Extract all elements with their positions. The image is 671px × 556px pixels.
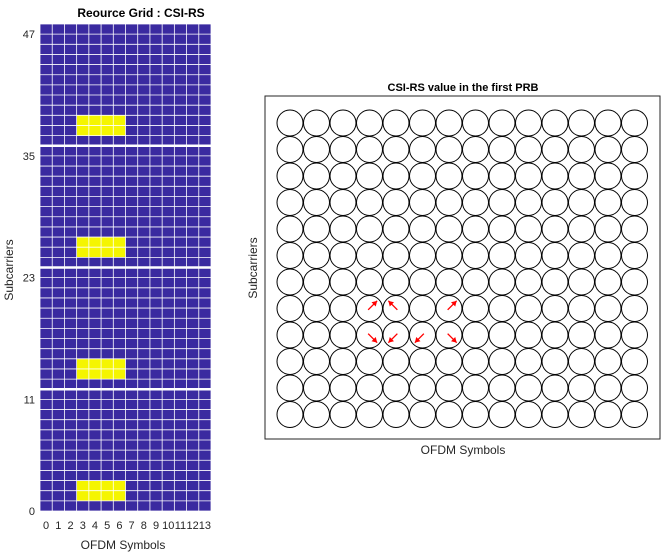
arrow-head [371,300,378,307]
resource-grid-y-tick: 35 [23,151,35,163]
csi-rs-cell [113,480,126,491]
csi-rs-cell [113,247,126,258]
csi-rs-cell [113,125,126,136]
first-prb-x-label: OFDM Symbols [421,443,506,457]
resource-grid-x-tick: 12 [187,520,199,532]
csi-rs-cell [101,490,114,501]
csi-rs-cell [76,358,89,369]
csi-rs-cell [101,115,114,126]
csi-rs-cell [101,480,114,491]
resource-grid-x-label: OFDM Symbols [81,538,166,552]
csi-rs-cell [88,247,102,258]
resource-grid-y-label: Subcarriers [2,239,16,300]
csi-rs-cell [76,368,89,380]
arrow-head [388,336,395,343]
csi-rs-arrow [387,333,398,344]
resource-grid-x-tick: 10 [162,520,174,532]
resource-grid-y-tick: 11 [24,394,35,406]
csi-rs-cell [88,125,102,136]
csi-rs-cell [88,358,102,369]
csi-rs-cell [101,237,114,248]
resource-grid-x-tick: 8 [141,520,147,532]
csi-rs-cell [113,115,126,126]
csi-rs-cell [76,247,89,258]
resource-grid-x-tick: 5 [104,520,110,532]
resource-grid-title: Reource Grid : CSI-RS [77,6,204,20]
csi-rs-cell [101,368,114,380]
csi-rs-cell [113,490,126,501]
resource-grid-x-tick: 2 [67,520,73,532]
csi-rs-cell [76,237,89,248]
csi-rs-cell [76,115,89,126]
resource-grid-x-tick: 0 [43,520,49,532]
csi-rs-cell [88,480,102,491]
resource-grid-cells [39,23,212,512]
csi-rs-arrow [447,333,458,344]
arrow-head [450,336,457,343]
resource-grid-y-tick: 23 [23,273,35,285]
resource-grid-x-tick: 9 [153,520,159,532]
resource-grid-x-tick: 4 [92,520,98,532]
resource-grid-x-ticks: 0 1 2 3 4 5 6 7 8 9 10 11 12 13 [43,520,211,532]
resource-grid-x-tick: 3 [80,520,86,532]
csi-rs-cell [113,368,126,380]
resource-grid-y-tick: 0 [29,506,35,518]
grid-circle [621,401,648,428]
resource-grid-x-tick: 6 [116,520,122,532]
csi-rs-cell [113,237,126,248]
arrow-head [388,300,395,307]
arrow-head [414,336,421,343]
csi-rs-cell [76,125,89,136]
resource-grid-y-tick: 47 [23,29,35,41]
csi-rs-cell [88,237,102,248]
csi-rs-cell [101,358,114,369]
resource-grid-x-tick: 1 [55,520,61,532]
first-prb-arrows [367,300,458,344]
csi-rs-cell [113,358,126,369]
resource-grid-x-tick: 7 [129,520,135,532]
csi-rs-arrow [387,300,398,311]
first-prb-title: CSI-RS value in the first PRB [388,82,539,94]
csi-rs-cell [88,368,102,380]
csi-rs-arrow [367,333,378,344]
csi-rs-arrow [447,300,458,311]
csi-rs-arrow [367,300,378,311]
first-prb-circles [276,109,648,428]
arrow-head [371,336,378,343]
csi-rs-cell [76,490,89,501]
resource-grid-x-tick: 11 [175,520,186,532]
resource-grid-x-tick: 13 [199,520,211,532]
first-prb-y-label: Subcarriers [246,237,260,298]
csi-rs-arrow [414,333,425,344]
csi-rs-cell [101,125,114,136]
resource-grid-y-ticks: 0 11 23 35 47 [23,29,35,518]
csi-rs-cell [101,247,114,258]
first-prb-chart: CSI-RS value in the first PRB OFDM Symbo… [246,82,661,457]
csi-rs-cell [76,480,89,491]
arrow-head [450,300,457,307]
csi-rs-cell [88,115,102,126]
csi-rs-cell [88,490,102,501]
